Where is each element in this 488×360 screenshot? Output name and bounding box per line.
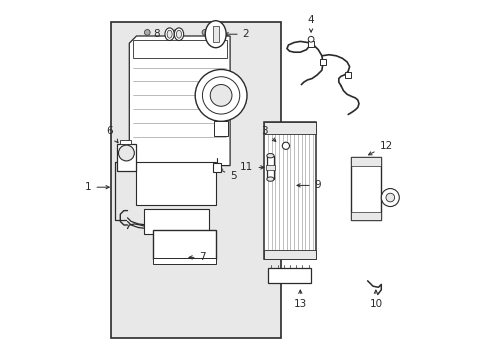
Circle shape [381, 189, 399, 207]
Ellipse shape [266, 153, 273, 158]
Circle shape [385, 193, 394, 202]
Bar [120, 140, 131, 144]
Bar [265, 165, 275, 170]
Polygon shape [129, 36, 230, 166]
Bar [350, 157, 381, 220]
Bar [350, 157, 381, 166]
Text: 10: 10 [368, 290, 382, 309]
Circle shape [118, 145, 134, 161]
Bar [212, 163, 220, 172]
Bar [344, 72, 351, 78]
Ellipse shape [167, 30, 172, 38]
Text: 5: 5 [219, 169, 236, 181]
Bar [117, 144, 136, 171]
Circle shape [210, 85, 231, 106]
Circle shape [195, 69, 246, 121]
Bar [143, 209, 208, 234]
Bar [350, 212, 381, 220]
Bar [111, 22, 280, 338]
Bar [133, 40, 226, 58]
Bar [264, 250, 316, 259]
Circle shape [282, 142, 289, 149]
Ellipse shape [174, 28, 183, 40]
Ellipse shape [164, 28, 174, 40]
Bar [267, 268, 310, 283]
Bar [307, 41, 314, 47]
Text: 1: 1 [85, 182, 109, 192]
Text: 4: 4 [307, 15, 314, 32]
Text: 12: 12 [368, 141, 392, 155]
Bar [152, 258, 215, 264]
Polygon shape [152, 230, 215, 259]
Text: 3: 3 [261, 126, 275, 141]
Text: 7: 7 [188, 252, 206, 262]
Ellipse shape [176, 30, 181, 38]
Text: 11: 11 [240, 162, 264, 172]
Text: 2: 2 [224, 29, 249, 39]
Circle shape [144, 30, 150, 35]
Bar [319, 59, 325, 65]
Bar [136, 162, 215, 205]
Bar [264, 122, 316, 134]
Circle shape [173, 30, 179, 35]
Bar [212, 26, 218, 42]
Bar [213, 121, 228, 136]
Circle shape [202, 77, 239, 114]
Circle shape [307, 36, 313, 42]
Bar [264, 122, 316, 259]
Ellipse shape [205, 21, 225, 48]
Text: 13: 13 [293, 290, 306, 309]
Text: 8: 8 [153, 29, 170, 39]
Text: 6: 6 [106, 126, 118, 143]
Bar [266, 156, 273, 179]
Circle shape [202, 30, 207, 35]
Ellipse shape [266, 177, 273, 181]
Text: 9: 9 [296, 180, 321, 190]
